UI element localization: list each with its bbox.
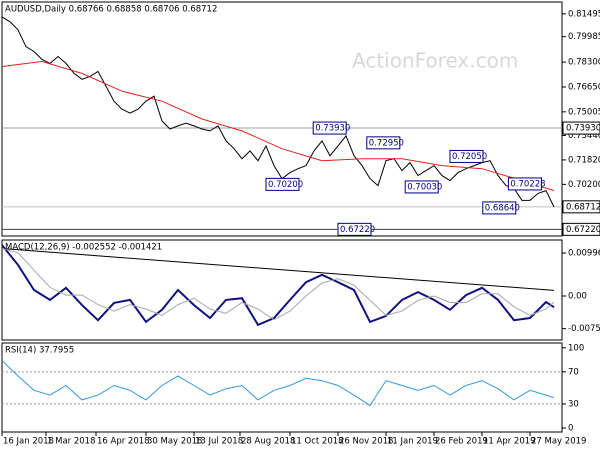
- panel-header: RSI(14) 37.7955: [5, 346, 74, 356]
- price-label-box: [562, 121, 600, 135]
- annotation-label: 0.70228: [510, 179, 545, 189]
- x-tick-label: 28 Aug 2018: [241, 437, 295, 447]
- annotation-label: 0.70200: [268, 180, 303, 190]
- x-tick-label: 11 Apr 2019: [483, 437, 536, 447]
- y-tick-label: 0.81495: [568, 9, 600, 19]
- annotation-label: 0.72950: [369, 138, 404, 148]
- annotation-label: 0.68640: [485, 203, 520, 213]
- x-tick-label: 16 Jan 2018: [3, 437, 54, 447]
- annotation-box: [507, 177, 542, 191]
- price-label: 0.67220: [566, 225, 600, 235]
- x-tick-label: 13 Jul 2018: [195, 437, 243, 447]
- annotation-label: 0.70030: [407, 182, 442, 192]
- panel-frame: [1, 239, 563, 341]
- panel-header: AUDUSD,Daily 0.68766 0.68858 0.68706 0.6…: [5, 5, 217, 15]
- x-tick-label: 1 Mar 2018: [47, 437, 95, 447]
- y-tick-label: 30: [568, 399, 579, 409]
- y-tick-label: -0.00756: [568, 324, 600, 334]
- y-tick-label: 100: [568, 343, 584, 353]
- series-line: [1, 16, 555, 208]
- y-tick-label: 0.73440: [568, 131, 600, 141]
- y-tick-label: 0.76650: [568, 82, 600, 92]
- x-tick-label: 11 Oct 2018: [291, 437, 344, 447]
- annotation-box: [366, 136, 401, 150]
- panel-frame: [1, 342, 563, 433]
- trend-line: [1, 248, 555, 291]
- price-label-box: [562, 222, 600, 236]
- y-tick-label: 0: [568, 423, 573, 433]
- annotation-label: 0.73930: [315, 124, 350, 134]
- x-tick-label: 26 Feb 2019: [435, 437, 488, 447]
- annotation-box: [337, 222, 372, 236]
- watermark: ActionForex.com: [352, 49, 518, 73]
- price-label: 0.73930: [566, 124, 600, 134]
- x-tick-label: 27 May 2019: [531, 437, 586, 447]
- annotation-box: [312, 121, 347, 135]
- y-tick-label: 0.70200: [568, 180, 600, 190]
- x-tick-label: 16 Apr 2018: [97, 437, 150, 447]
- series-line: [1, 60, 555, 192]
- annotation-label: 0.67220: [340, 225, 375, 235]
- annotation-box: [482, 201, 517, 215]
- y-tick-label: 0.78300: [568, 58, 600, 68]
- annotation-box: [449, 149, 484, 163]
- y-tick-label: 0.75005: [568, 107, 600, 117]
- panel-frame: [1, 1, 563, 237]
- x-tick-label: 26 Nov 2018: [339, 437, 393, 447]
- price-label: 0.68712: [566, 202, 600, 212]
- price-label-box: [562, 200, 600, 214]
- annotation-box: [265, 177, 300, 191]
- annotation-box: [404, 180, 439, 194]
- y-tick-label: 0.71820: [568, 155, 600, 165]
- x-tick-label: 30 May 2018: [147, 437, 202, 447]
- y-tick-label: 70: [568, 367, 579, 377]
- y-tick-label: 0.009964: [568, 248, 600, 258]
- series-line: [1, 244, 555, 327]
- series-line: [1, 248, 555, 321]
- x-tick-label: 11 Jan 2019: [387, 437, 438, 447]
- annotation-label: 0.72050: [452, 152, 487, 162]
- panel-header: MACD(12,26,9) -0.002552 -0.001421: [5, 243, 162, 253]
- series-line: [1, 360, 555, 407]
- y-tick-label: 0.00: [568, 292, 587, 302]
- y-tick-label: 0.79985: [568, 32, 600, 42]
